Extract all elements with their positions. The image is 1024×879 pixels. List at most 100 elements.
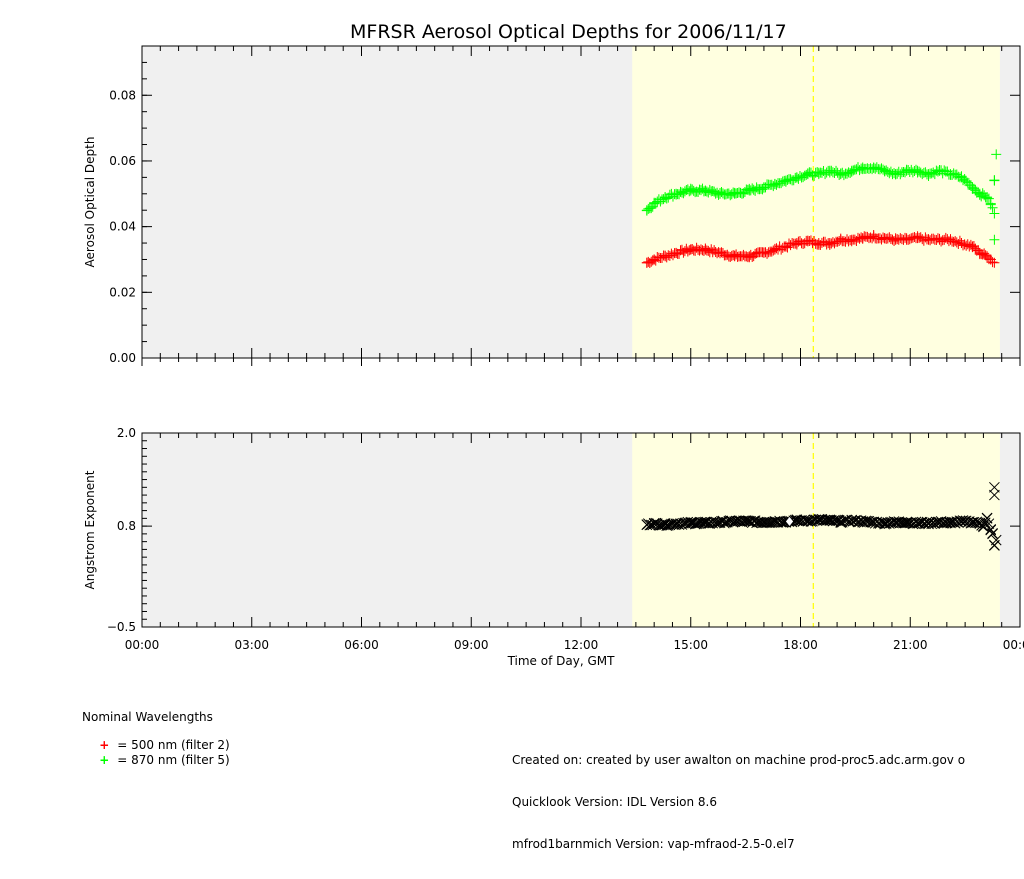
- data-point: [857, 516, 869, 528]
- y-axis-title: Aerosol Optical Depth: [83, 137, 97, 268]
- data-point: [879, 165, 890, 176]
- data-point: [649, 198, 660, 209]
- daylight-band: [632, 46, 1000, 358]
- y-tick-label: 0.8: [117, 519, 136, 533]
- panel-angstrom-exponent: [141, 432, 1021, 628]
- data-point: [857, 162, 868, 173]
- x-tick-label: 15:00: [673, 638, 708, 652]
- legend-marker-870nm: +: [99, 753, 110, 767]
- legend-item-870nm: + = 870 nm (filter 5): [82, 739, 229, 781]
- data-point: [985, 198, 996, 209]
- data-point: [824, 238, 835, 249]
- data-point: [987, 202, 998, 213]
- chart-title: MFRSR Aerosol Optical Depths for 2006/11…: [350, 21, 787, 43]
- data-point: [829, 514, 840, 526]
- data-point: [714, 516, 726, 528]
- data-point: [660, 192, 671, 203]
- data-point: [729, 251, 740, 262]
- data-point: [685, 244, 696, 255]
- data-point: [956, 238, 967, 249]
- data-point: [813, 169, 824, 180]
- data-point: [744, 251, 755, 262]
- credits-quicklook: Quicklook Version: IDL Version 8.6: [512, 795, 718, 809]
- data-point: [835, 234, 846, 245]
- y-tick-label: 0.00: [109, 351, 136, 365]
- data-point: [671, 188, 682, 199]
- data-point: [813, 514, 825, 526]
- data-point: [780, 241, 791, 252]
- data-point: [793, 515, 804, 527]
- data-point: [743, 516, 755, 527]
- data-point: [758, 247, 769, 258]
- data-point: [868, 231, 879, 242]
- data-point: [956, 516, 967, 527]
- data-point: [802, 236, 813, 247]
- data-point: [934, 234, 945, 245]
- x-tick-label: 00:00: [1003, 638, 1024, 652]
- data-point: [868, 162, 879, 173]
- data-point: [951, 516, 963, 527]
- y-tick-label: −0.5: [107, 620, 136, 634]
- data-point: [990, 534, 1002, 546]
- y-tick-label: 0.02: [109, 285, 136, 299]
- series-flagged-point: [785, 515, 794, 527]
- data-point: [974, 247, 985, 258]
- data-point: [978, 520, 989, 532]
- data-point: [901, 165, 912, 176]
- data-point: [835, 516, 847, 527]
- data-point: [868, 516, 880, 528]
- data-point: [769, 178, 780, 189]
- x-axis-title: Time of Day, GMT: [507, 654, 616, 668]
- data-point: [700, 244, 711, 255]
- x-tick-label: 06:00: [344, 638, 379, 652]
- y-tick-label: 0.04: [109, 220, 136, 234]
- x-tick-label: 03:00: [234, 638, 269, 652]
- data-point: [824, 515, 836, 527]
- y-tick-label: 2.0: [117, 426, 136, 440]
- data-point: [901, 516, 912, 528]
- data-point: [945, 517, 956, 529]
- data-point: [649, 254, 660, 265]
- data-point: [901, 234, 912, 245]
- data-point: [660, 251, 671, 262]
- data-point: [879, 517, 890, 529]
- data-point: [729, 516, 741, 527]
- data-point: [715, 247, 726, 258]
- data-point: [987, 528, 998, 540]
- data-point: [846, 165, 857, 176]
- data-point: [791, 238, 802, 249]
- data-point: [923, 234, 934, 245]
- data-point: [700, 517, 711, 529]
- data-point: [715, 188, 726, 199]
- y-tick-label: 0.06: [109, 154, 136, 168]
- x-tick-label: 21:00: [893, 638, 928, 652]
- data-point: [912, 165, 923, 176]
- plot-canvas: 0.00 0.02 0.04 0.06 0.08 Aerosol Optical Dept…: [83, 45, 1024, 668]
- data-point: [989, 208, 1000, 219]
- data-point: [641, 257, 652, 268]
- legend-item-500nm: + = 500 nm (filter 2): [82, 724, 229, 766]
- data-point: [641, 205, 652, 216]
- data-point: [857, 516, 869, 527]
- data-point: [685, 185, 696, 196]
- data-point: [989, 257, 1000, 268]
- data-point: [981, 513, 993, 524]
- data-point: [802, 169, 813, 180]
- data-point: [758, 182, 769, 193]
- data-point: [729, 188, 740, 199]
- data-point: [985, 524, 997, 536]
- data-point: [785, 515, 794, 527]
- data-point: [648, 518, 660, 530]
- data-point: [987, 257, 998, 268]
- data-point: [758, 516, 770, 528]
- data-point: [934, 165, 945, 176]
- quicklook-figure: MFRSR Aerosol Optical Depths for 2006/11…: [82, 21, 1024, 851]
- data-point: [923, 169, 934, 180]
- data-point: [879, 233, 890, 244]
- data-point: [890, 169, 901, 180]
- daylight-band: [632, 433, 1000, 627]
- y-axis-title: Angstrom Exponent: [83, 470, 97, 589]
- data-point: [974, 188, 985, 199]
- data-point: [982, 192, 993, 203]
- credits-vap: mfrod1barnmich Version: vap-mfraod-2.5-0…: [512, 837, 795, 851]
